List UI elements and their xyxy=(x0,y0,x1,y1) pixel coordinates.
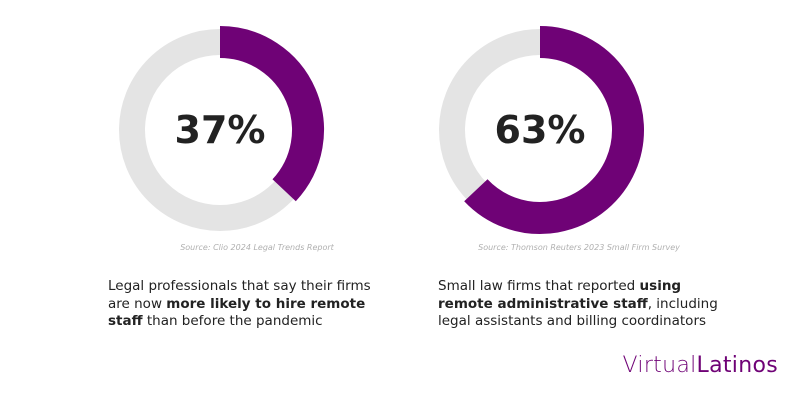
caption-line1-bold: using xyxy=(639,278,682,294)
brand-part2: Latinos xyxy=(696,353,778,378)
caption-line3-post: than before the pandemic xyxy=(142,313,323,329)
caption-line2-pre: are now xyxy=(108,295,167,312)
caption-line2-post: , including xyxy=(647,295,718,312)
donut-chart-thomson-reuters: 63% xyxy=(439,26,644,234)
chart-clio: 37% Source: Clio 2024 Legal Trends Repor… xyxy=(100,0,420,400)
caption: Legal professionals that say their firms… xyxy=(108,278,428,331)
donut-arc xyxy=(464,26,644,234)
caption-line2-bold: more likely to hire remote xyxy=(166,295,366,312)
donut-arc xyxy=(219,26,324,202)
percent-label: 63% xyxy=(495,108,586,152)
percent-label: 37% xyxy=(175,108,266,152)
source-note: Source: Thomson Reuters 2023 Small Firm … xyxy=(478,243,680,252)
brand-part1: Virtual xyxy=(622,353,697,378)
caption-line1: Legal professionals that say their firms xyxy=(108,278,371,294)
source-note: Source: Clio 2024 Legal Trends Report xyxy=(180,243,334,252)
caption-line1-pre: Small law firms that reported xyxy=(438,278,640,294)
caption: Small law firms that reported using remo… xyxy=(438,278,758,331)
chart-thomson-reuters: 63% Source: Thomson Reuters 2023 Small F… xyxy=(420,0,740,400)
caption-line3: legal assistants and billing coordinator… xyxy=(438,313,707,329)
virtual-latinos-logo: VirtualLatinos xyxy=(623,353,778,378)
caption-line3-bold: staff xyxy=(108,313,143,329)
donut-chart-clio: 37% xyxy=(119,26,324,231)
caption-line2-bold: remote administrative staff xyxy=(438,295,648,312)
